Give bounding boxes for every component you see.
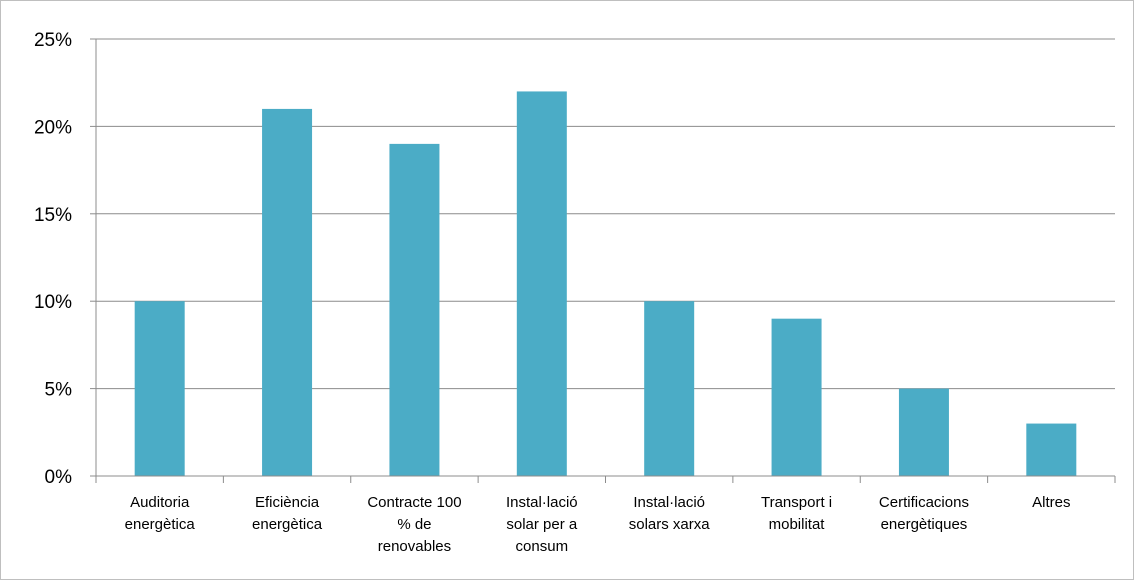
x-category-label: Instal·lació solar per a consum bbox=[506, 494, 578, 555]
x-category-label-line: % de bbox=[397, 516, 431, 533]
bar bbox=[262, 108, 313, 477]
x-category-label: Auditoria energètica bbox=[125, 494, 196, 533]
x-category-label-line: Altres bbox=[1032, 494, 1070, 511]
bar bbox=[1026, 423, 1077, 476]
x-category-label-line: solars xarxa bbox=[629, 516, 711, 533]
bar bbox=[516, 91, 567, 476]
y-tick-label: 0% bbox=[45, 467, 73, 488]
x-category-labels: Auditoria energètica Eficiència energètica C… bbox=[125, 494, 1071, 555]
x-category-label: Instal·lació solars xarxa bbox=[629, 494, 711, 533]
x-category-label: Transport i mobilitat bbox=[761, 494, 832, 533]
y-tick-labels: 0% 5% 10% 15% 20% 25% bbox=[34, 30, 72, 488]
y-tick-label: 15% bbox=[34, 205, 72, 226]
x-category-label-line: Contracte 100 bbox=[367, 494, 461, 511]
x-category-label-line: energètica bbox=[125, 516, 196, 533]
y-tick-label: 10% bbox=[34, 292, 72, 313]
x-category-label: Certificacions energètiques bbox=[879, 494, 969, 533]
bar bbox=[771, 318, 822, 476]
x-category-label: Altres bbox=[1032, 494, 1070, 511]
axes bbox=[90, 38, 1116, 483]
bar bbox=[644, 301, 695, 476]
y-tick-label: 25% bbox=[34, 30, 72, 51]
x-category-label: Contracte 100 % de renovables bbox=[367, 494, 461, 555]
bars bbox=[134, 91, 1077, 477]
x-category-label-line: solar per a bbox=[506, 516, 578, 533]
x-category-label: Eficiència energètica bbox=[252, 494, 323, 533]
x-category-label-line: Transport i bbox=[761, 494, 832, 511]
x-category-label-line: mobilitat bbox=[769, 516, 826, 533]
x-category-label-line: energètica bbox=[252, 516, 323, 533]
x-category-label-line: Instal·lació bbox=[633, 494, 705, 511]
x-category-label-line: Instal·lació bbox=[506, 494, 578, 511]
bar bbox=[134, 301, 185, 476]
x-category-label-line: Eficiència bbox=[255, 494, 320, 511]
gridlines bbox=[96, 38, 1115, 390]
bar bbox=[389, 143, 440, 476]
x-category-label-line: consum bbox=[516, 538, 569, 555]
bar bbox=[898, 388, 949, 476]
y-tick-label: 5% bbox=[45, 380, 73, 401]
x-category-label-line: energètiques bbox=[881, 516, 968, 533]
x-category-label-line: Auditoria bbox=[130, 494, 190, 511]
y-tick-label: 20% bbox=[34, 117, 72, 138]
x-category-label-line: Certificacions bbox=[879, 494, 969, 511]
x-category-label-line: renovables bbox=[378, 538, 451, 555]
